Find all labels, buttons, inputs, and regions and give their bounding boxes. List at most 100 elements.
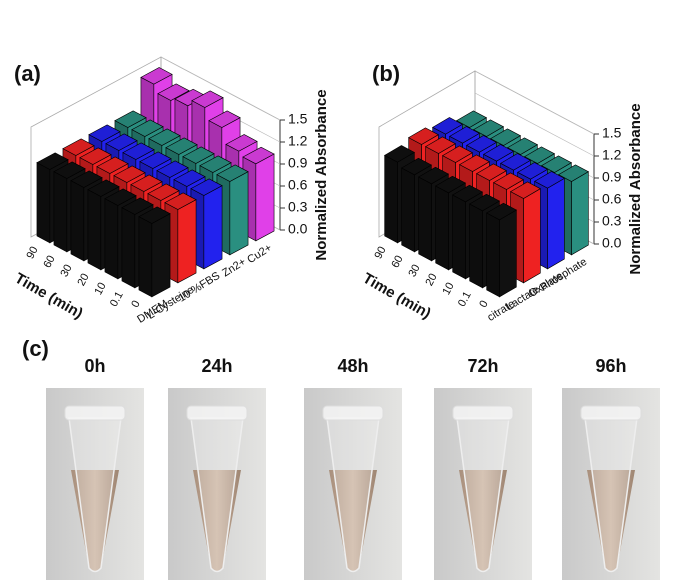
bar-top [216,164,249,182]
bar-top [105,133,138,151]
z-axis-title: Normalized Absorbance [313,89,330,260]
bar-face [229,171,249,256]
bar-top [156,160,189,178]
panel-label: (b) [372,61,400,86]
bar-top [148,128,181,146]
bar-top [87,179,120,197]
z-tick-label: 0.3 [602,213,622,229]
bar-top [114,110,147,128]
z-tick-label: 0.9 [602,169,622,185]
bar-top [384,145,415,163]
bar-top [242,146,275,165]
x-tick-label: 0.1 [108,290,126,309]
bar-top [88,124,121,142]
bar-top [138,206,171,224]
x-tick-label: 30 [406,263,422,279]
z-tick-label: 0.0 [602,235,622,251]
z-axis-title: Normalized Absorbance [627,103,644,274]
z-tick-label: 1.5 [602,125,622,141]
x-tick-label: 10 [440,281,456,297]
bar-face [53,171,68,253]
bar-top [490,128,521,146]
panel-label: (c) [22,336,49,361]
tube-liquid [71,470,119,571]
bar-top [449,126,480,144]
x-axis-title: Time (min) [360,270,434,323]
tube-body [326,417,380,573]
bar-top [113,165,146,183]
bar-face [70,180,85,262]
bar-face [435,185,449,271]
grid-line [474,92,595,157]
tube-liquid [587,470,635,571]
bar-top [191,90,224,108]
tube-cap [64,405,126,421]
bar-top [165,137,198,155]
bar-face [452,194,466,280]
bar-top [432,117,463,135]
bar-top [507,137,538,155]
bar-face [486,212,500,298]
x-axis-title: Time (min) [12,270,86,323]
tube-liquid [329,470,377,571]
bar-face [499,209,517,298]
bar-face [36,162,51,244]
z-tick-label: 0.3 [288,199,308,215]
tube-liquid [459,470,507,571]
series-label: Cu2+ [245,242,274,266]
tube-body [456,417,510,573]
tube-cap [186,405,248,421]
bar [138,206,171,298]
bar [486,202,517,298]
bar-face [255,153,275,242]
bar-top [182,146,215,164]
bar-top [500,153,531,171]
bar-top [96,156,129,174]
bar-face [523,188,541,284]
tube-body [584,417,638,573]
bar-face [469,203,483,289]
tube-liquid [193,470,241,571]
tube-cap [580,405,642,421]
bar-top [36,152,69,170]
bar-top [435,175,466,194]
bar-top [442,145,473,163]
bar-top [130,174,163,192]
x-tick-label: 20 [75,272,91,288]
bar-face [384,154,398,244]
bar-top [541,155,572,173]
z-tick-label: 1.5 [288,111,308,127]
x-tick-label: 60 [389,254,405,270]
z-tick-label: 0.9 [288,155,308,171]
bar-top [140,67,173,85]
bar-top [225,134,258,152]
photo-label: 72h [467,356,498,376]
z-tick-label: 0.0 [288,221,308,237]
photo-label: 96h [595,356,626,376]
x-tick-label: 30 [58,263,74,279]
bar-top [131,119,164,137]
photo-label: 48h [337,356,368,376]
bar-top [493,172,524,190]
bar-top [401,157,432,176]
photo-row: 0h 24h 48h 72h 96h [46,356,660,580]
bar-top [459,154,490,172]
photo-label: 0h [84,356,105,376]
bar-top [456,110,487,128]
tube-body [190,417,244,573]
z-tick-label: 1.2 [602,147,622,163]
bar-top [517,162,548,180]
bar-face [203,185,223,270]
bar-top [418,166,449,185]
bar-top [190,178,223,196]
bar-top [147,183,180,201]
bar-face [121,207,136,289]
grid-line [160,56,281,121]
bar-top [104,188,137,206]
bar-top [157,83,190,101]
bar-top [164,192,197,210]
tube-cap [322,405,384,421]
bar-top [122,142,155,160]
bar-top [53,161,86,179]
